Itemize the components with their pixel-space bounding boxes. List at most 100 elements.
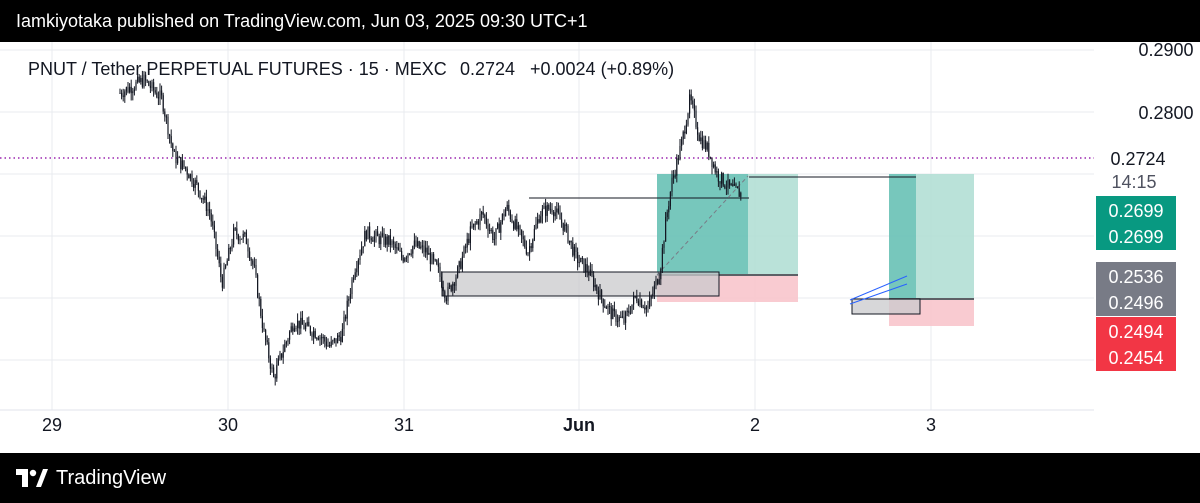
candle-body	[465, 246, 467, 248]
countdown-label: 14:15	[1111, 172, 1156, 192]
candle-body	[148, 81, 150, 86]
price-label-stop: 0.2454	[1108, 348, 1163, 368]
footer-bar: TradingView	[0, 453, 1200, 503]
candle-body	[253, 264, 255, 266]
candle-body	[572, 242, 574, 256]
candle-body	[674, 175, 676, 177]
candle-body	[455, 277, 457, 286]
candle-body	[433, 254, 435, 260]
candle-body	[292, 326, 294, 332]
candle-body	[375, 231, 377, 236]
candle-body	[607, 305, 609, 309]
price-chart[interactable]: PNUT / Tether PERPETUAL FUTURES · 15 · M…	[0, 40, 1200, 453]
candle-body	[663, 241, 665, 248]
range-box-1[interactable]	[441, 271, 720, 297]
candle-body	[453, 283, 455, 286]
candle-body	[452, 283, 454, 291]
candle-body	[277, 358, 279, 366]
candle-body	[473, 223, 475, 228]
candle-body	[495, 228, 497, 240]
candle-body	[634, 296, 636, 298]
candle-body	[489, 229, 491, 231]
profit-zone	[889, 174, 974, 299]
candle-body	[429, 252, 431, 265]
candle-body	[730, 184, 732, 186]
candle-body	[125, 87, 127, 92]
candle-body	[737, 186, 739, 189]
candle-body	[373, 235, 375, 242]
candle-body	[354, 272, 356, 279]
candle-body	[487, 224, 489, 231]
wedge-lines[interactable]	[849, 275, 908, 305]
candle-body	[677, 158, 679, 160]
time-axis[interactable]: 29 30 31 Jun 2 3	[0, 409, 1094, 435]
candle-body	[164, 111, 166, 117]
candle-body	[471, 226, 473, 228]
candle-body	[223, 267, 225, 288]
candle-body	[527, 253, 529, 255]
candle-body	[343, 316, 345, 329]
candle-body	[141, 77, 143, 87]
chart-container[interactable]: PNUT / Tether PERPETUAL FUTURES · 15 · M…	[0, 40, 1200, 453]
candle-body	[729, 179, 731, 186]
candle-body	[180, 157, 182, 170]
trend-projection[interactable]	[656, 175, 749, 276]
price-label-entry: 0.2536	[1108, 267, 1163, 287]
candle-body	[337, 335, 339, 344]
candle-body	[250, 258, 252, 261]
candle-body	[383, 233, 385, 245]
candle-body	[513, 222, 515, 229]
candle-body	[260, 299, 262, 316]
candle-body	[492, 230, 494, 240]
candle-body	[522, 236, 524, 240]
candle-body	[207, 209, 209, 211]
candle-body	[509, 211, 511, 220]
candle-body	[713, 164, 715, 167]
candle-body	[137, 76, 139, 82]
candle-body	[602, 298, 604, 307]
candle-body	[428, 252, 430, 255]
publication-header: Iamkiyotaka published on TradingView.com…	[0, 0, 1200, 42]
candle-body	[529, 246, 531, 254]
candle-body	[644, 307, 646, 310]
candle-body	[257, 274, 259, 298]
candle-body	[612, 308, 614, 320]
range-box-2[interactable]	[851, 298, 921, 315]
vertical-gridlines	[51, 42, 932, 410]
candle-body	[637, 301, 639, 306]
price-label-stop-bg	[1096, 317, 1176, 371]
candle-body	[420, 246, 422, 249]
candle-body	[604, 306, 606, 308]
candle-body	[229, 247, 231, 250]
candle-body	[308, 321, 310, 327]
profit-zone-dark	[657, 174, 748, 275]
candle-body	[508, 204, 510, 212]
candle-body	[124, 91, 126, 97]
candle-body	[660, 269, 662, 280]
candle-body	[698, 134, 700, 142]
candle-body	[370, 238, 372, 241]
candle-body	[421, 245, 423, 247]
candle-body	[145, 74, 147, 81]
candle-body	[642, 307, 644, 309]
candle-body	[359, 255, 361, 260]
price-axis[interactable]: 0.2900 0.2800 0.2724 14:15 0.2699 0.2699…	[1094, 40, 1200, 410]
candle-body	[426, 247, 428, 255]
candle-body	[263, 328, 265, 330]
candle-body	[156, 92, 158, 98]
candle-body	[609, 305, 611, 307]
candle-body	[585, 264, 587, 272]
candle-body	[397, 247, 399, 251]
price-label-target: 0.2699	[1108, 201, 1163, 221]
candle-body	[269, 358, 271, 369]
candle-body	[316, 338, 318, 340]
candle-body	[335, 338, 337, 344]
reference-lines[interactable]	[529, 176, 916, 199]
candle-body	[215, 232, 217, 250]
candle-body	[212, 221, 214, 226]
candle-body	[466, 238, 468, 248]
candle-body	[493, 239, 495, 241]
candle-body	[271, 367, 273, 369]
long-position-tool-2[interactable]	[889, 174, 974, 326]
price-label-stop: 0.2494	[1108, 322, 1163, 342]
